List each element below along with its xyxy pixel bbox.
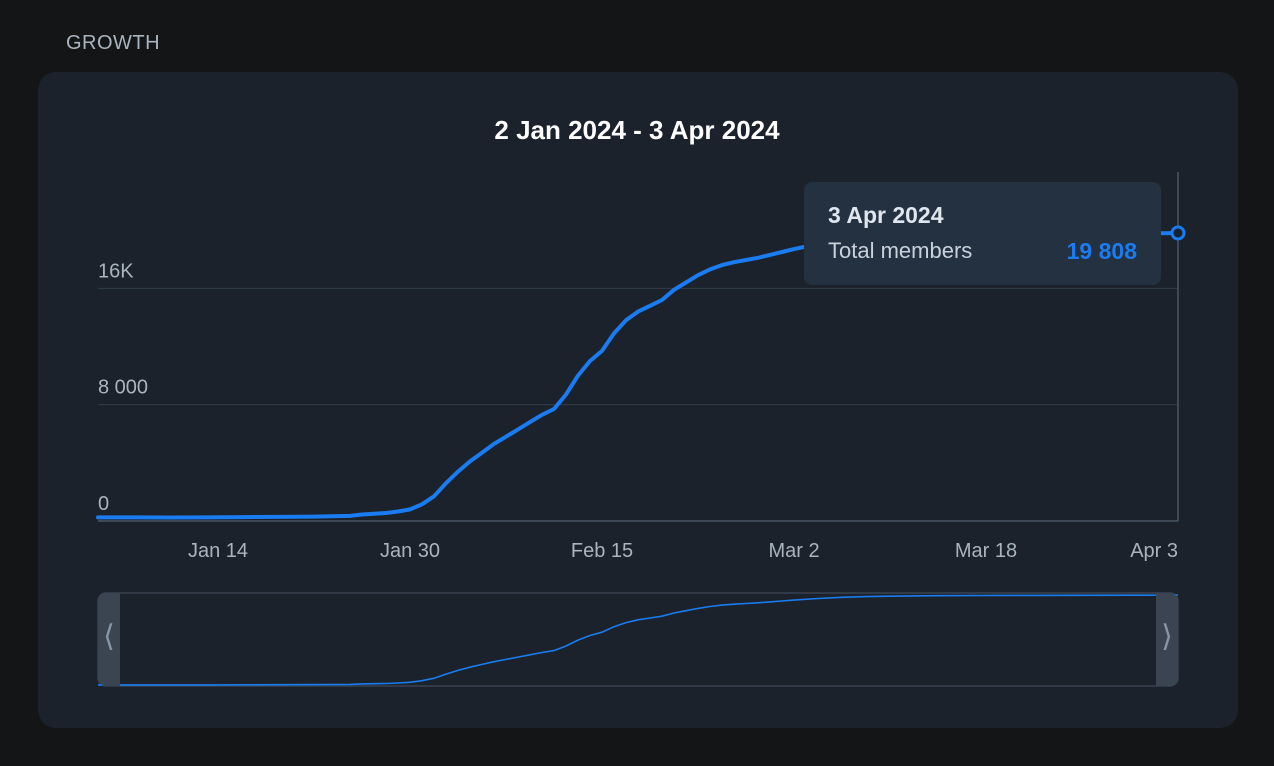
y-tick-label: 16K bbox=[98, 260, 134, 282]
x-tick-label: Mar 18 bbox=[955, 540, 1017, 562]
chart-title: 2 Jan 2024 - 3 Apr 2024 bbox=[494, 115, 780, 145]
hover-point bbox=[1170, 225, 1186, 241]
x-tick-label: Feb 15 bbox=[571, 540, 633, 562]
x-tick-label: Apr 3 bbox=[1130, 540, 1178, 562]
x-tick-label: Mar 2 bbox=[768, 540, 819, 562]
chevron-right-icon: ⟩ bbox=[1161, 620, 1173, 653]
tooltip-date: 3 Apr 2024 bbox=[828, 202, 944, 228]
navigator-frame[interactable] bbox=[97, 592, 1179, 687]
y-tick-label: 0 bbox=[98, 493, 109, 515]
y-tick-label: 8 000 bbox=[98, 377, 148, 399]
navigator-right-handle[interactable]: ⟩ bbox=[1156, 593, 1178, 686]
tooltip: 3 Apr 2024 Total members 19 808 bbox=[804, 182, 1161, 285]
x-tick-label: Jan 30 bbox=[380, 540, 440, 562]
navigator-line bbox=[98, 594, 1179, 686]
section-title: GROWTH bbox=[66, 32, 161, 54]
chart-card bbox=[38, 72, 1238, 728]
chevron-left-icon: ⟨ bbox=[103, 620, 115, 653]
navigator-left-handle[interactable]: ⟨ bbox=[98, 593, 120, 686]
x-tick-label: Jan 14 bbox=[188, 540, 248, 562]
tooltip-value: 19 808 bbox=[1066, 238, 1137, 264]
tooltip-label: Total members bbox=[828, 238, 973, 263]
